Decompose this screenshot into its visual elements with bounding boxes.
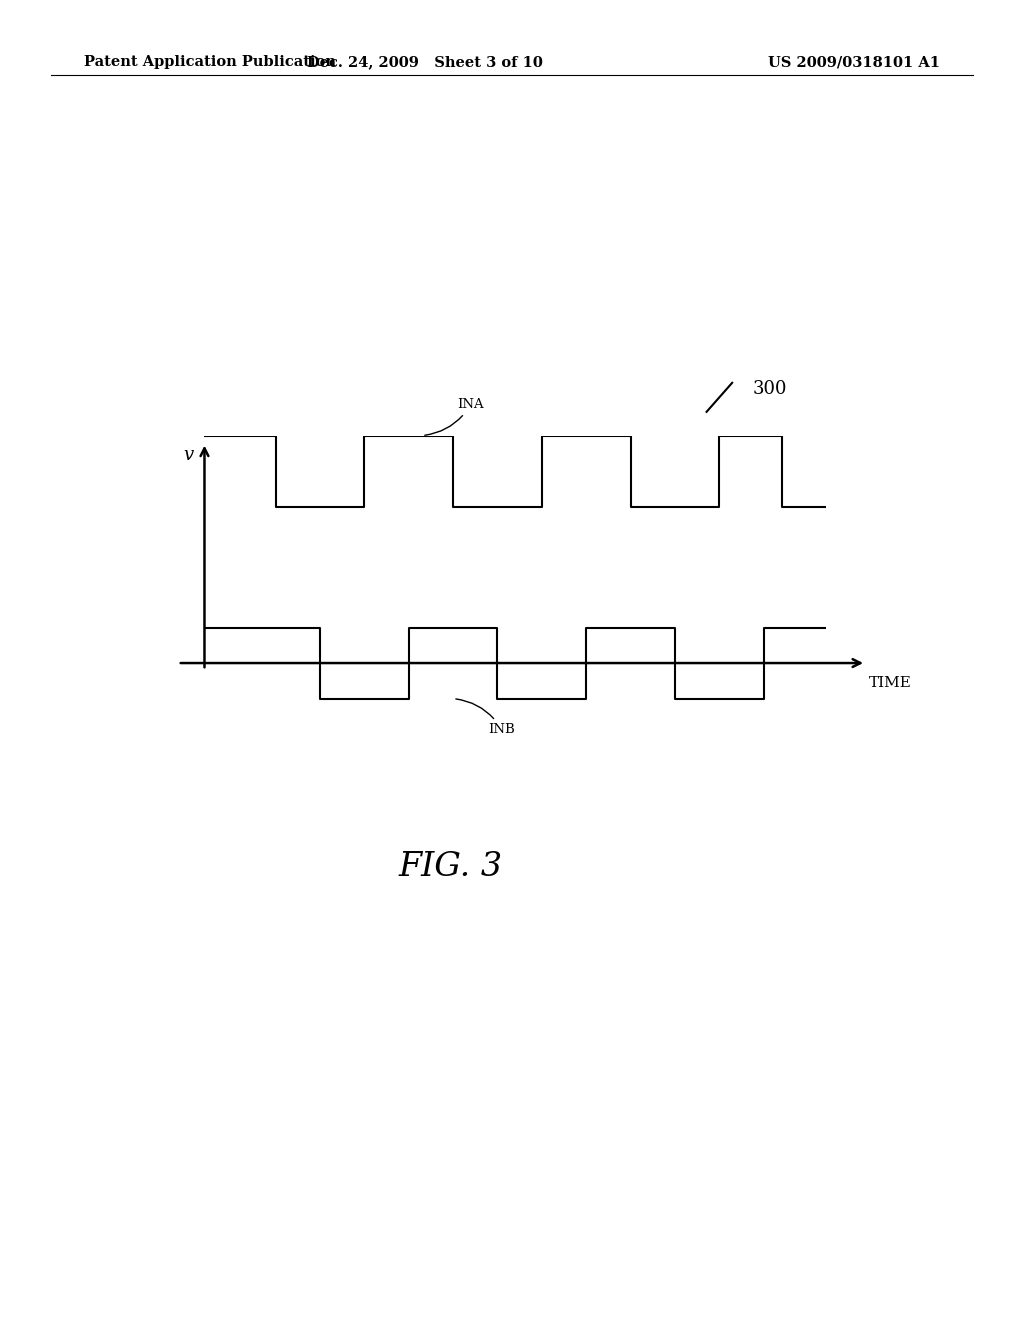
Text: v: v [183, 446, 194, 465]
Text: FIG. 3: FIG. 3 [398, 851, 503, 883]
Text: 300: 300 [753, 380, 787, 399]
Text: Dec. 24, 2009   Sheet 3 of 10: Dec. 24, 2009 Sheet 3 of 10 [307, 55, 543, 70]
Text: INB: INB [456, 698, 515, 737]
Text: Patent Application Publication: Patent Application Publication [84, 55, 336, 70]
Text: INA: INA [425, 397, 484, 436]
Text: US 2009/0318101 A1: US 2009/0318101 A1 [768, 55, 940, 70]
Text: TIME: TIME [868, 676, 911, 690]
